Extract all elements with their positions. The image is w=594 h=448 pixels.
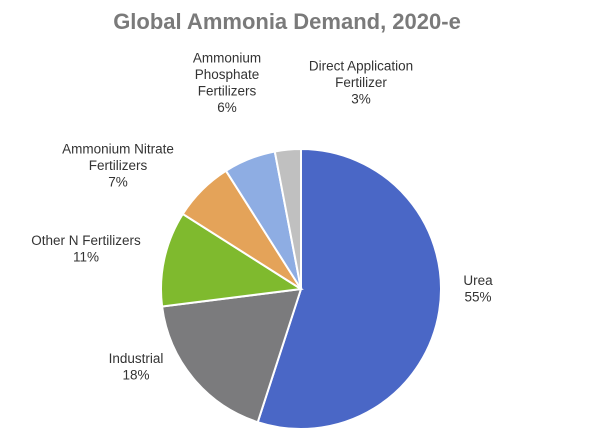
slice-label-4: Ammonium Phosphate Fertilizers 6% — [193, 50, 261, 115]
slice-label-5-line-0: Direct Application — [309, 59, 413, 74]
slice-label-3-line-2: 7% — [108, 175, 128, 190]
slice-label-0-line-0: Urea — [463, 273, 493, 288]
slice-label-2: Other N Fertilizers 11% — [31, 233, 141, 264]
slice-label-1: Industrial 18% — [109, 351, 164, 383]
slice-label-5-line-2: 3% — [351, 92, 371, 107]
pie-slices — [160, 147, 442, 430]
slice-label-0-line-1: 55% — [464, 289, 491, 304]
slice-label-2-line-1: 11% — [73, 249, 99, 264]
slice-label-5-line-1: Fertilizer — [335, 75, 387, 90]
slice-label-1-line-1: 18% — [122, 367, 149, 382]
slice-label-1-line-0: Industrial — [109, 351, 164, 366]
slice-label-4-line-2: Fertilizers — [198, 83, 257, 98]
slice-label-4-line-1: Phosphate — [195, 67, 260, 82]
slice-labels: Urea 55%Industrial 18%Other N Fertilizers 1… — [31, 50, 493, 382]
slice-label-3: Ammonium Nitrate Fertilizers 7% — [62, 142, 174, 190]
pie-slice-0 — [256, 147, 442, 430]
slice-label-4-line-3: 6% — [217, 100, 237, 115]
chart-title: Global Ammonia Demand, 2020-e — [113, 9, 461, 34]
slice-label-4-line-0: Ammonium — [193, 50, 261, 65]
pie-slice-5 — [273, 147, 302, 290]
slice-label-3-line-0: Ammonium Nitrate — [62, 142, 174, 157]
slice-label-3-line-1: Fertilizers — [89, 158, 148, 173]
slice-label-0: Urea 55% — [463, 273, 493, 305]
slice-label-2-line-0: Other N Fertilizers — [31, 233, 141, 248]
pie-slice-1 — [160, 287, 303, 424]
slice-label-5: Direct Application Fertilizer 3% — [309, 59, 413, 107]
pie-slice-2 — [160, 212, 304, 308]
